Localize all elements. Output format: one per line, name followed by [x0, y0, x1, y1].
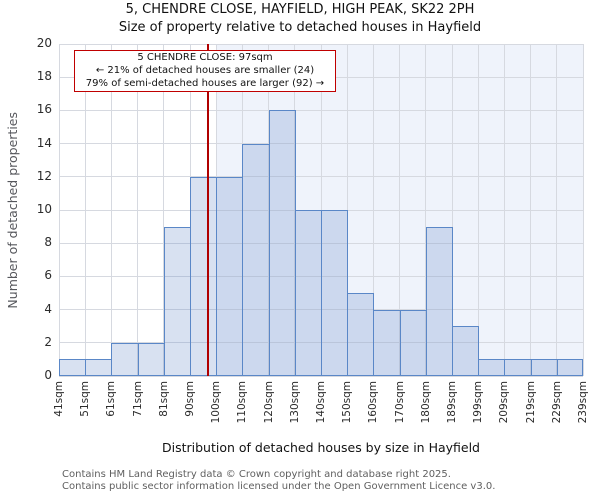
chart-subtitle: Size of property relative to detached ho…: [118, 20, 482, 35]
plot-area: [58, 43, 584, 377]
histogram-bar: [425, 226, 453, 376]
x-tick-label: 180sqm: [419, 381, 432, 424]
x-tick-label: 209sqm: [498, 381, 511, 424]
gridline-vertical: [582, 44, 584, 376]
x-tick-label: 150sqm: [341, 381, 354, 424]
histogram-bar: [321, 210, 349, 376]
gridline-vertical: [372, 44, 374, 376]
x-tick-label: 100sqm: [210, 381, 223, 424]
histogram-bar: [216, 176, 244, 376]
gridline-horizontal: [59, 375, 583, 377]
y-tick-label: 18: [36, 69, 52, 84]
gridline-vertical: [110, 44, 112, 376]
histogram-bar: [242, 143, 270, 376]
histogram-bar: [294, 210, 322, 376]
property-annotation-box: 5 CHENDRE CLOSE: 97sqm ← 21% of detached…: [74, 50, 336, 93]
x-tick-label: 160sqm: [367, 381, 380, 424]
y-tick-label: 14: [36, 135, 52, 150]
histogram-bar: [478, 359, 506, 376]
histogram-bar: [111, 342, 139, 376]
gridline-vertical: [556, 44, 558, 376]
gridline-vertical: [399, 44, 401, 376]
annotation-line-2: ← 21% of detached houses are smaller (24…: [95, 64, 315, 76]
histogram-bar: [137, 342, 165, 376]
x-tick-label: 189sqm: [446, 381, 458, 424]
gridline-vertical: [477, 44, 479, 376]
gridline-vertical: [425, 44, 427, 376]
histogram-bar: [452, 326, 480, 376]
y-tick-label: 20: [36, 36, 52, 50]
histogram-bar: [59, 359, 87, 376]
y-tick-label: 12: [36, 168, 52, 183]
histogram-bar: [556, 359, 583, 376]
x-tick-label: 51sqm: [79, 381, 92, 417]
gridline-vertical: [137, 44, 139, 376]
gridline-vertical: [163, 44, 165, 376]
annotation-line-1: 5 CHENDRE CLOSE: 97sqm: [137, 52, 273, 63]
chart-title: 5, CHENDRE CLOSE, HAYFIELD, HIGH PEAK, S…: [125, 2, 475, 17]
y-tick-label: 16: [36, 102, 52, 117]
gridline-vertical: [503, 44, 505, 376]
x-axis-label: Distribution of detached houses by size …: [162, 440, 480, 455]
histogram-bar: [399, 309, 427, 376]
x-tick-label: 61sqm: [105, 381, 118, 417]
histogram-bar: [190, 176, 218, 376]
footer-line-1: Contains HM Land Registry data © Crown c…: [62, 469, 451, 480]
y-tick-label: 6: [44, 268, 52, 283]
x-tick-label: 199sqm: [472, 381, 485, 424]
histogram-bar: [504, 359, 532, 376]
property-size-marker-line: [207, 44, 210, 376]
gridline-vertical: [84, 44, 86, 376]
x-tick-label: 130sqm: [288, 381, 301, 424]
x-tick-label: 120sqm: [262, 381, 275, 424]
x-tick-label: 239sqm: [577, 381, 589, 424]
x-tick-label: 41sqm: [53, 381, 65, 417]
gridline-vertical: [451, 44, 453, 376]
y-tick-label: 10: [36, 202, 52, 216]
x-tick-label: 71sqm: [131, 381, 144, 417]
x-tick-label: 90sqm: [184, 381, 196, 417]
histogram-bar: [373, 309, 401, 376]
y-tick-label: 2: [44, 334, 52, 349]
y-tick-label: 0: [44, 368, 52, 382]
histogram-bar: [530, 359, 558, 376]
histogram-bar: [347, 293, 375, 376]
y-tick-label: 8: [44, 235, 52, 250]
x-tick-label: 81sqm: [157, 381, 170, 417]
x-tick-label: 110sqm: [236, 381, 249, 424]
x-tick-label: 170sqm: [393, 381, 406, 424]
annotation-line-3: 79% of semi-detached houses are larger (…: [85, 77, 325, 89]
footer-line-2: Contains public sector information licen…: [62, 480, 496, 492]
gridline-vertical: [530, 44, 532, 376]
y-tick-label: 4: [44, 301, 52, 316]
histogram-bar: [163, 226, 191, 376]
x-tick-label: 219sqm: [524, 381, 537, 424]
histogram-bar: [85, 359, 113, 376]
x-tick-label: 229sqm: [550, 381, 563, 424]
histogram-bar: [268, 110, 296, 376]
license-footer: Contains HM Land Registry data © Crown c…: [62, 469, 592, 492]
x-tick-label: 140sqm: [315, 381, 327, 424]
gridline-vertical: [58, 44, 60, 376]
